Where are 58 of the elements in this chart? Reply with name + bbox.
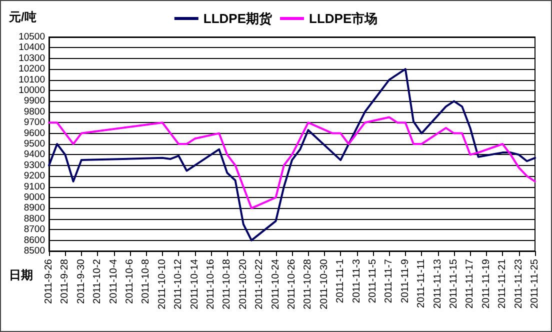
x-tick-label: 2011-10-16 (206, 258, 216, 310)
x-tick-label: 2011-10-30 (318, 258, 330, 310)
x-tick-label: 2011-11-1 (335, 258, 346, 304)
y-tick-label: 9200 (24, 170, 45, 182)
x-tick-label: 2011-10-28 (302, 258, 314, 310)
y-tick-label: 9600 (24, 128, 45, 139)
y-tick-label: 10200 (18, 64, 45, 75)
y-tick-label: 9400 (24, 149, 45, 160)
x-tick-label: 2011-11-3 (351, 258, 362, 304)
x-tick-label: 2011-10-14 (189, 258, 200, 310)
y-tick-label: 8800 (24, 213, 45, 224)
y-tick-label: 8700 (24, 224, 45, 236)
legend-label: LLDPE期货 (203, 11, 273, 26)
y-axis-title: 元/吨 (8, 10, 36, 24)
x-tick-label: 2011-11-17 (464, 258, 476, 309)
y-tick-label: 9100 (24, 181, 45, 192)
x-tick-label: 2011-10-6 (124, 258, 136, 304)
y-tick-label: 10400 (18, 42, 45, 54)
y-tick-label: 9800 (24, 106, 45, 118)
x-tick-label: 2011-11-5 (368, 258, 378, 304)
x-tick-label: 2011-11-9 (400, 258, 411, 304)
y-tick-label: 9500 (24, 138, 45, 150)
x-tick-label: 2011-9-30 (76, 258, 87, 304)
y-tick-label: 10500 (18, 32, 45, 42)
line-series (48, 68, 536, 242)
x-tick-label: 2011-9-26 (44, 258, 54, 304)
x-tick-label: 2011-11-25 (530, 258, 540, 309)
legend-label: LLDPE市场 (309, 11, 378, 26)
y-tick-label: 10000 (18, 85, 45, 96)
y-tick-label: 8900 (24, 202, 45, 214)
x-tick-label: 2011-10-18 (222, 258, 233, 310)
x-tick-label: 2011-10-8 (140, 258, 152, 304)
x-tick-label: 2011-10-20 (238, 258, 249, 310)
x-tick-label: 2011-10-12 (173, 258, 184, 310)
x-axis-title: 日期 (9, 268, 33, 282)
x-tick-label: 2011-11-19 (480, 258, 492, 309)
x-tick-label: 2011-11-13 (432, 258, 444, 309)
y-tick-label: 10100 (18, 74, 45, 86)
line-series (48, 116, 536, 210)
x-tick-label: 2011-11-21 (497, 258, 508, 309)
y-tick-label: 9900 (24, 96, 45, 107)
x-tick-label: 2011-11-11 (416, 258, 428, 308)
x-tick-label: 2011-11-15 (448, 258, 460, 309)
x-tick-label: 2011-11-23 (513, 258, 524, 309)
y-tick-label: 9000 (24, 192, 45, 203)
x-tick-label: 2011-10-22 (254, 258, 266, 310)
y-tick-label: 9700 (24, 117, 45, 128)
x-tick-label: 2011-10-2 (92, 258, 104, 304)
x-tick-label: 2011-11-7 (384, 258, 395, 304)
y-tick-label: 8500 (24, 246, 45, 256)
x-tick-label: 2011-10-10 (156, 258, 168, 310)
x-tick-label: 2011-9-28 (60, 258, 71, 304)
y-tick-label: 10300 (18, 52, 45, 64)
x-tick-label: 2011-10-4 (108, 258, 120, 304)
y-tick-label: 9300 (24, 160, 45, 171)
x-tick-label: 2011-10-26 (286, 258, 298, 310)
x-tick-label: 2011-10-24 (270, 258, 282, 310)
y-tick-label: 8600 (24, 234, 45, 246)
